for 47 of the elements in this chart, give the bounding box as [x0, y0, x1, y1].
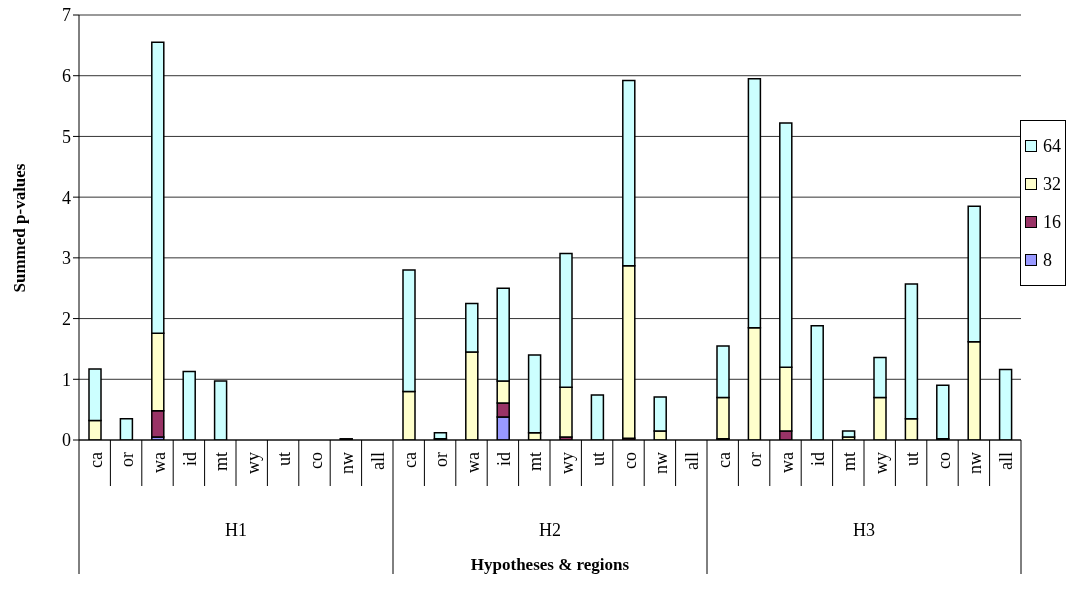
y-tick-label: 0: [62, 430, 71, 451]
text: H1: [224, 520, 248, 541]
x-tick-label: ut: [902, 452, 923, 467]
x-tick-label: nw: [650, 452, 671, 474]
y-tick-label: 4: [62, 187, 71, 208]
x-tick-label: or: [117, 452, 138, 467]
x-tick-label: id: [179, 452, 200, 467]
x-tick-label: wy: [242, 452, 263, 474]
x-tick-label: or: [745, 452, 766, 467]
x-tick-label: nw: [336, 452, 357, 474]
x-tick-label: co: [933, 452, 954, 469]
x-tick-label: ca: [399, 452, 420, 468]
x-tick-label: mt: [211, 452, 232, 472]
x-tick-label: all: [682, 452, 703, 470]
x-tick-label: mt: [839, 452, 860, 472]
y-tick-label: 7: [62, 5, 71, 26]
legend-label: 16: [1043, 211, 1061, 233]
legend-label: 8: [1043, 249, 1052, 271]
y-tick-label: 1: [62, 369, 71, 390]
x-tick-label: ca: [85, 452, 106, 468]
x-tick-label: nw: [964, 452, 985, 474]
x-tick-label: co: [305, 452, 326, 469]
x-tick-label: ut: [588, 452, 609, 467]
x-tick-label: co: [619, 452, 640, 469]
x-tick-label: all: [996, 452, 1017, 470]
x-tick-label: wa: [776, 452, 797, 473]
text: H3: [852, 520, 876, 541]
y-tick-label: 2: [62, 308, 71, 329]
y-axis-title: Summed p-values: [10, 163, 29, 292]
x-tick-label: wy: [556, 452, 577, 474]
x-tick-label: id: [493, 452, 514, 467]
y-tick-label: 5: [62, 126, 71, 147]
x-tick-label: ca: [713, 452, 734, 468]
x-tick-label: or: [431, 452, 452, 467]
x-axis-title: Hypotheses & regions: [469, 555, 631, 575]
x-tick-label: wy: [870, 452, 891, 474]
y-tick-label: 6: [62, 66, 71, 87]
x-tick-label: mt: [525, 452, 546, 472]
legend-label: 64: [1043, 135, 1061, 157]
x-tick-label: id: [807, 452, 828, 467]
x-tick-label: ut: [274, 452, 295, 467]
legend-label: 32: [1043, 173, 1061, 195]
y-tick-label: 3: [62, 248, 71, 269]
x-tick-label: all: [368, 452, 389, 470]
text: H2: [538, 520, 562, 541]
x-tick-label: wa: [462, 452, 483, 473]
x-tick-label: wa: [148, 452, 169, 473]
